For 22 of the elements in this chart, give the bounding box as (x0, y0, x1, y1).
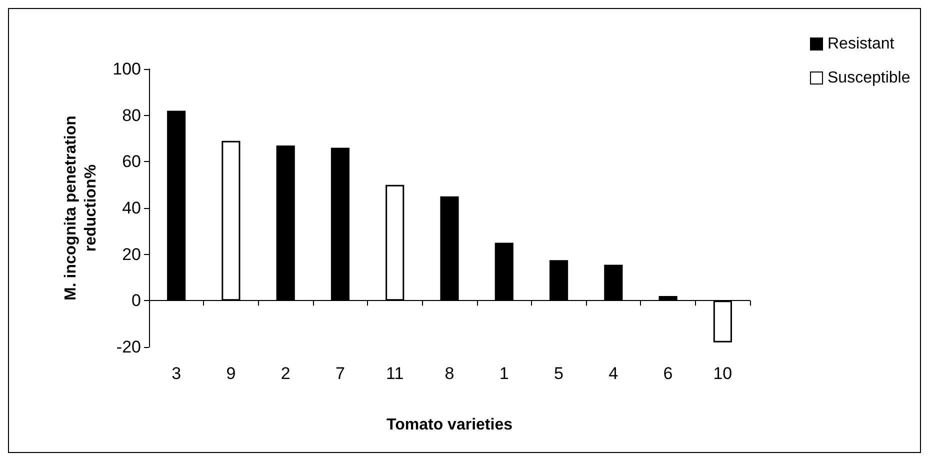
x-tick-label: 10 (713, 364, 732, 383)
y-tick-label: 20 (122, 244, 141, 264)
y-axis-title: M. incognita penetration reduction% (62, 116, 100, 300)
x-tick-label: 8 (444, 364, 454, 383)
x-tick-label: 6 (663, 364, 673, 383)
x-tick-label: 3 (172, 364, 182, 383)
y-tick-label: 80 (122, 106, 141, 125)
x-tick-label: 2 (280, 364, 290, 383)
x-tick-label: 11 (386, 364, 404, 383)
legend-label: Resistant (828, 36, 895, 52)
y-tick-label: -20 (116, 338, 141, 356)
x-axis-title: Tomato varieties (386, 416, 513, 434)
y-tick-label: 0 (132, 291, 141, 310)
x-tick-label: 9 (226, 364, 236, 383)
x-tick-label: 1 (499, 364, 509, 383)
y-tick-label: 60 (122, 152, 141, 172)
x-tick-label: 7 (335, 364, 345, 383)
y-tick-label: 100 (112, 60, 141, 78)
y-tick-label: 40 (122, 198, 141, 218)
x-tick-label: 4 (608, 364, 618, 383)
legend-label: Susceptible (828, 70, 910, 86)
x-tick-label: 5 (554, 364, 564, 383)
